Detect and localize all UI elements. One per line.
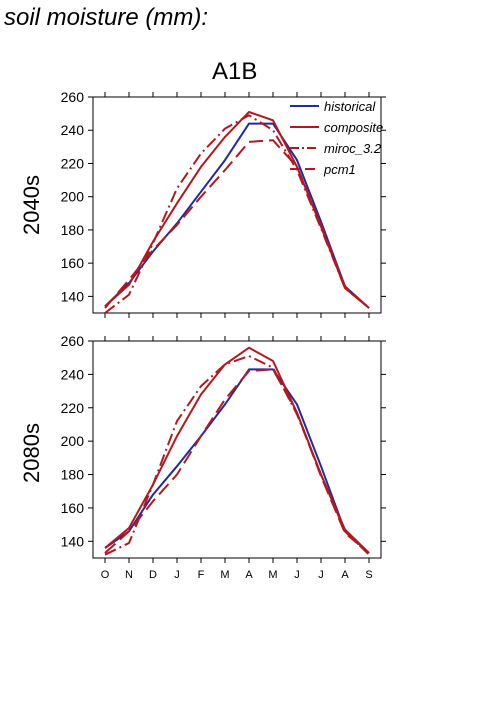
series-line-historical xyxy=(104,368,370,554)
y-tick-label: 220 xyxy=(61,155,85,171)
series-line-pcm1 xyxy=(104,139,370,309)
legend-label-historical: historical xyxy=(324,99,376,114)
legend-label-miroc-3-2: miroc_3.2 xyxy=(324,141,382,156)
x-tick-label: J xyxy=(294,569,300,581)
x-tick-label: D xyxy=(149,569,157,581)
y-tick-label: 220 xyxy=(61,400,85,416)
y-tick-label: 160 xyxy=(61,500,85,516)
plot-frame-2040s xyxy=(92,96,382,314)
y-tick-label: 200 xyxy=(61,433,85,449)
x-tick-label: M xyxy=(268,569,277,581)
series-line-miroc-3-2 xyxy=(104,114,370,314)
x-tick-label: O xyxy=(101,569,110,581)
y-tick-label: 180 xyxy=(61,467,85,483)
x-tick-label: F xyxy=(198,569,205,581)
x-tick-label: J xyxy=(318,569,324,581)
y-tick-label: 180 xyxy=(61,222,85,238)
y-tick-label: 160 xyxy=(61,255,85,271)
scenario-title: A1B xyxy=(212,58,258,85)
x-tick-label: N xyxy=(125,569,133,581)
legend-label-pcm1: pcm1 xyxy=(323,162,356,177)
y-tick-label: 140 xyxy=(61,288,85,304)
y-tick-label: 200 xyxy=(61,189,85,205)
y-tick-label: 260 xyxy=(61,89,85,105)
plot-frame-2080s xyxy=(92,340,382,559)
x-tick-label: A xyxy=(341,569,349,581)
page-title: soil moisture (mm): xyxy=(4,4,209,31)
x-tick-label: S xyxy=(365,569,372,581)
y-tick-label: 260 xyxy=(61,333,85,349)
series-line-composite xyxy=(104,346,370,554)
legend-label-composite: composite xyxy=(324,120,383,135)
series-line-pcm1 xyxy=(104,368,370,554)
y-tick-label: 240 xyxy=(61,366,85,382)
x-tick-label: A xyxy=(245,569,253,581)
x-tick-label: M xyxy=(220,569,229,581)
y-tick-label: 140 xyxy=(61,533,85,549)
x-tick-label: J xyxy=(174,569,180,581)
y-tick-label: 240 xyxy=(61,122,85,138)
